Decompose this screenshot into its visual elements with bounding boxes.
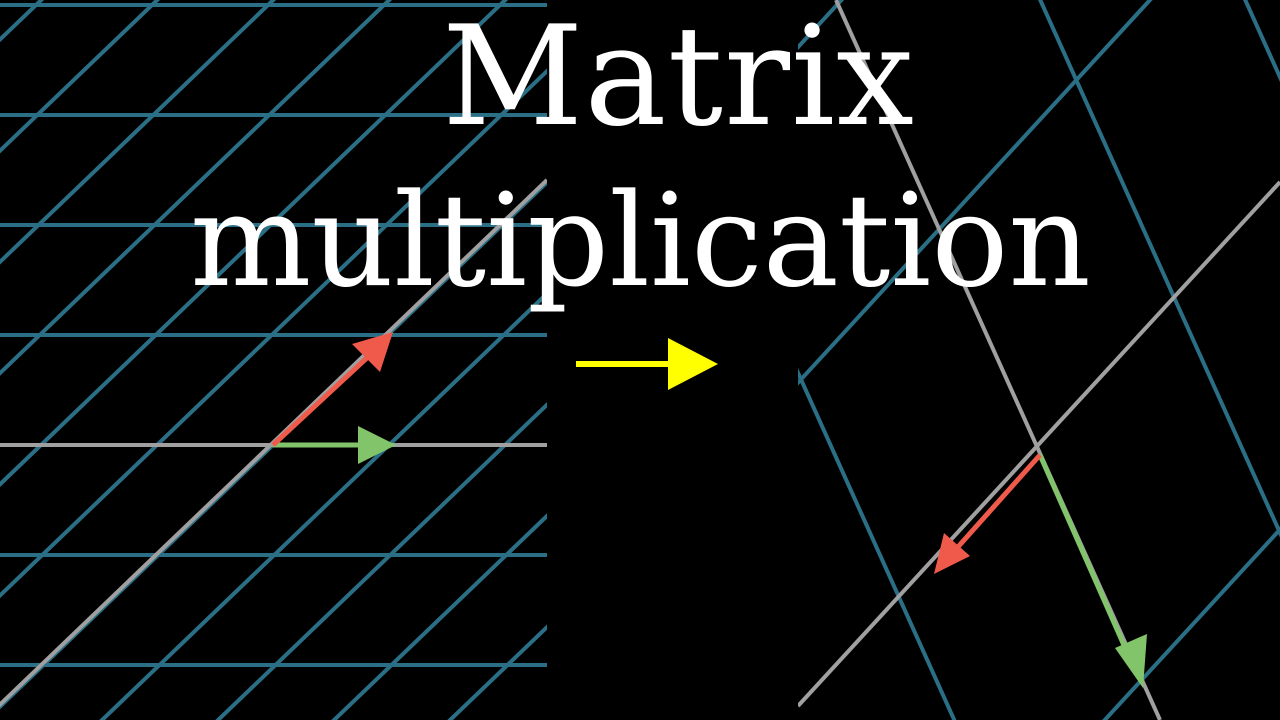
title-line-1: Matrix (442, 0, 915, 157)
left-red-vector (271, 332, 393, 447)
left-grid-diagonal-line (0, 0, 45, 43)
arrow-right-icon (576, 338, 718, 390)
right-grid-steep-line (1243, 0, 1280, 83)
right-diagonal-axis (798, 180, 1280, 708)
left-green-vector (273, 426, 396, 464)
left-grid-diagonal-line (0, 0, 45, 720)
right-grid-diagonal-line (1102, 526, 1280, 720)
left-grid-diagonal-line (0, 0, 161, 720)
right-red-vector (934, 453, 1042, 574)
left-diagonal-axis (0, 178, 547, 708)
right-grid-steep-line (1038, 0, 1280, 538)
right-grid-steep-line (1205, 0, 1280, 720)
right-green-vector (1037, 453, 1147, 688)
right-grid-steep-line (798, 367, 957, 720)
left-grid-diagonal-line (0, 0, 161, 154)
left-grid-diagonal-line (0, 0, 277, 265)
right-grid-diagonal-line (920, 0, 1280, 720)
title-line-2: multiplication (190, 167, 1091, 316)
